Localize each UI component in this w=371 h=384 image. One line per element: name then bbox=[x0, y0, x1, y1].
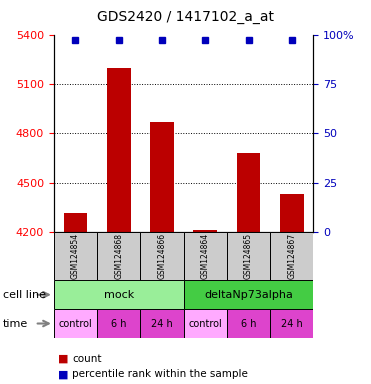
Text: 6 h: 6 h bbox=[241, 318, 256, 329]
Bar bbox=[63, 213, 87, 232]
Text: time: time bbox=[3, 318, 28, 329]
Text: 24 h: 24 h bbox=[151, 318, 173, 329]
Text: GSM124867: GSM124867 bbox=[288, 233, 296, 280]
Bar bbox=[97, 309, 140, 338]
Text: mock: mock bbox=[104, 290, 134, 300]
Text: GDS2420 / 1417102_a_at: GDS2420 / 1417102_a_at bbox=[97, 10, 274, 23]
Text: GSM124865: GSM124865 bbox=[244, 233, 253, 280]
Bar bbox=[97, 232, 140, 280]
Bar bbox=[184, 280, 313, 309]
Bar bbox=[270, 309, 313, 338]
Bar bbox=[184, 232, 227, 280]
Text: control: control bbox=[59, 318, 92, 329]
Text: count: count bbox=[72, 354, 102, 364]
Bar bbox=[54, 309, 97, 338]
Text: GSM124854: GSM124854 bbox=[71, 233, 80, 280]
Text: ■: ■ bbox=[58, 369, 68, 379]
Text: 6 h: 6 h bbox=[111, 318, 127, 329]
Text: control: control bbox=[188, 318, 222, 329]
Bar bbox=[150, 122, 174, 232]
Bar bbox=[237, 153, 260, 232]
Text: GSM124868: GSM124868 bbox=[114, 233, 123, 279]
Bar bbox=[140, 309, 184, 338]
Bar bbox=[227, 309, 270, 338]
Text: ■: ■ bbox=[58, 354, 68, 364]
Bar bbox=[193, 230, 217, 232]
Text: deltaNp73alpha: deltaNp73alpha bbox=[204, 290, 293, 300]
Bar bbox=[270, 232, 313, 280]
Text: GSM124866: GSM124866 bbox=[158, 233, 167, 280]
Text: 24 h: 24 h bbox=[281, 318, 303, 329]
Bar bbox=[184, 309, 227, 338]
Bar bbox=[54, 280, 184, 309]
Bar bbox=[280, 194, 304, 232]
Bar bbox=[54, 232, 97, 280]
Text: GSM124864: GSM124864 bbox=[201, 233, 210, 280]
Bar bbox=[227, 232, 270, 280]
Bar bbox=[140, 232, 184, 280]
Text: percentile rank within the sample: percentile rank within the sample bbox=[72, 369, 248, 379]
Bar bbox=[107, 68, 131, 232]
Text: cell line: cell line bbox=[3, 290, 46, 300]
